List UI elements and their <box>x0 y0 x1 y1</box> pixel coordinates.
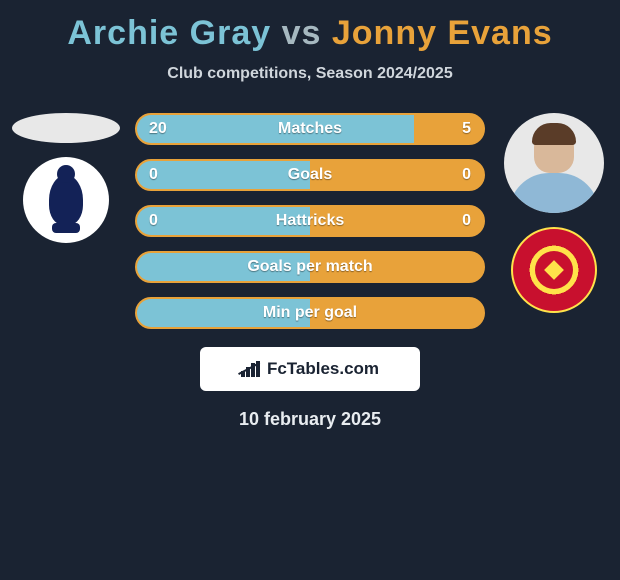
tottenham-cockerel-icon <box>49 175 83 225</box>
player2-avatar <box>504 113 604 213</box>
brand-badge: FcTables.com <box>200 347 420 391</box>
stat-label: Goals <box>288 166 332 184</box>
stat-value-left: 0 <box>149 212 158 230</box>
stat-value-right: 0 <box>462 166 471 184</box>
left-column <box>6 113 126 243</box>
player1-club-logo <box>23 157 109 243</box>
vs-label: vs <box>282 14 322 52</box>
stat-label: Min per goal <box>263 304 357 322</box>
stats-list: Matches 20 5 Goals 0 0 Hattricks 0 0 Goals per ma… <box>135 113 485 329</box>
stat-fill-left <box>137 115 414 143</box>
stat-bar: Goals per match <box>135 251 485 283</box>
stat-value-left: 20 <box>149 120 167 138</box>
bar-chart-icon <box>241 361 261 377</box>
comparison-card: Archie Gray vs Jonny Evans Club competit… <box>0 0 620 580</box>
main-area: Matches 20 5 Goals 0 0 Hattricks 0 0 Goals per ma… <box>0 113 620 430</box>
player1-name: Archie Gray <box>67 14 271 52</box>
player2-club-logo <box>511 227 597 313</box>
brand-text: FcTables.com <box>267 359 379 379</box>
stat-label: Matches <box>278 120 342 138</box>
player1-avatar <box>12 113 120 143</box>
date-label: 10 february 2025 <box>0 409 620 430</box>
stat-bar: Hattricks 0 0 <box>135 205 485 237</box>
title: Archie Gray vs Jonny Evans <box>0 14 620 53</box>
stat-bar: Min per goal <box>135 297 485 329</box>
stat-fill-right <box>414 115 483 143</box>
stat-fill-left <box>137 161 310 189</box>
stat-value-right: 0 <box>462 212 471 230</box>
subtitle: Club competitions, Season 2024/2025 <box>0 65 620 83</box>
stat-value-left: 0 <box>149 166 158 184</box>
right-column <box>494 113 614 313</box>
player2-name: Jonny Evans <box>332 14 553 52</box>
stat-label: Hattricks <box>276 212 344 230</box>
stat-bar: Goals 0 0 <box>135 159 485 191</box>
stat-value-right: 5 <box>462 120 471 138</box>
stat-bar: Matches 20 5 <box>135 113 485 145</box>
stat-label: Goals per match <box>247 258 372 276</box>
